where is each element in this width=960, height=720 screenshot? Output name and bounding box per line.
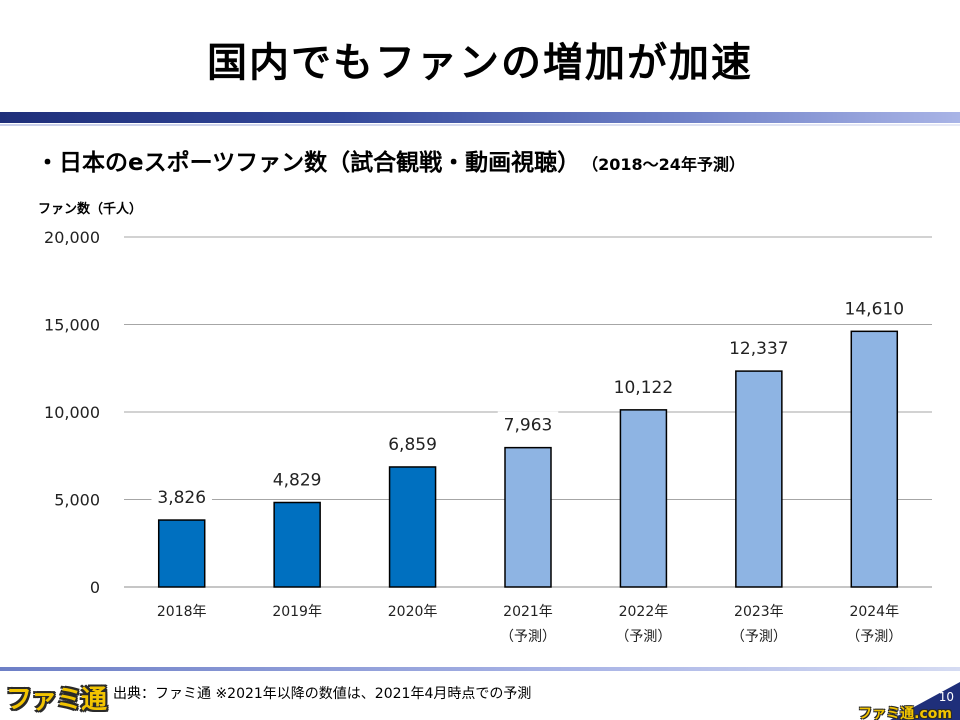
header-rule bbox=[0, 112, 960, 123]
bar-chart: 0 5,000 10,000 15,000 20,000 3,826 2018年 4,829 2… bbox=[44, 228, 932, 645]
data-label-backdrop bbox=[723, 335, 795, 360]
subtitle-text: ・日本のeスポーツファン数（試合観戦・動画視聴） bbox=[36, 150, 581, 176]
x-tick-note: （予測） bbox=[731, 629, 787, 645]
data-label: 3,826 bbox=[157, 488, 206, 508]
data-label-backdrop bbox=[497, 411, 559, 436]
page-number: 10 bbox=[938, 690, 954, 704]
x-tick-label: 2022年 bbox=[619, 604, 669, 620]
y-tick-label: 10,000 bbox=[44, 403, 100, 422]
watermark: ファミ通.com bbox=[858, 706, 952, 720]
data-label-backdrop bbox=[838, 295, 910, 320]
bar bbox=[388, 466, 437, 588]
famitsu-logo: ファミ通 bbox=[6, 685, 107, 715]
bar bbox=[273, 501, 321, 588]
x-tick-label: 2019年 bbox=[272, 604, 322, 620]
x-tick-label: 2024年 bbox=[849, 604, 899, 620]
y-tick-label: 0 bbox=[90, 578, 100, 597]
bar bbox=[850, 330, 899, 588]
data-label: 10,122 bbox=[614, 378, 673, 398]
x-tick-note: （予測） bbox=[615, 629, 671, 645]
footer-rule bbox=[0, 667, 960, 671]
data-label-backdrop bbox=[266, 466, 328, 491]
x-tick-label: 2018年 bbox=[157, 604, 207, 620]
data-label: 4,829 bbox=[273, 470, 322, 490]
header-rule-accent bbox=[0, 124, 960, 126]
corner-decoration bbox=[890, 682, 960, 720]
bar bbox=[504, 446, 552, 588]
bar bbox=[157, 519, 206, 588]
x-tick-note: （予測） bbox=[846, 629, 902, 645]
x-tick-note: （予測） bbox=[500, 629, 556, 645]
source-note: 出典：ファミ通 ※2021年以降の数値は、2021年4月時点での予測 bbox=[113, 686, 532, 702]
subtitle-note: （2018〜24年予測） bbox=[590, 155, 745, 174]
data-label: 14,610 bbox=[845, 299, 904, 319]
x-tick-label: 2021年 bbox=[503, 604, 553, 620]
data-label: 12,337 bbox=[729, 339, 788, 359]
chart-subtitle: ・日本のeスポーツファン数（試合観戦・動画視聴） （2018〜24年予測） bbox=[36, 143, 745, 177]
y-tick-label: 5,000 bbox=[54, 491, 100, 510]
data-label-backdrop bbox=[607, 373, 679, 398]
y-tick-label: 15,000 bbox=[44, 316, 100, 335]
slide-title: 国内でもファンの増加が加速 bbox=[207, 40, 753, 86]
bar bbox=[619, 409, 668, 588]
data-label: 6,859 bbox=[388, 435, 437, 455]
x-tick-label: 2020年 bbox=[388, 604, 438, 620]
bar bbox=[735, 370, 783, 588]
y-axis-label: ファン数（千人） bbox=[38, 202, 143, 217]
data-label-backdrop bbox=[151, 484, 212, 509]
x-tick-label: 2023年 bbox=[734, 604, 784, 620]
y-tick-label: 20,000 bbox=[44, 228, 100, 247]
data-label: 7,963 bbox=[504, 416, 553, 436]
data-label-backdrop bbox=[382, 430, 443, 455]
